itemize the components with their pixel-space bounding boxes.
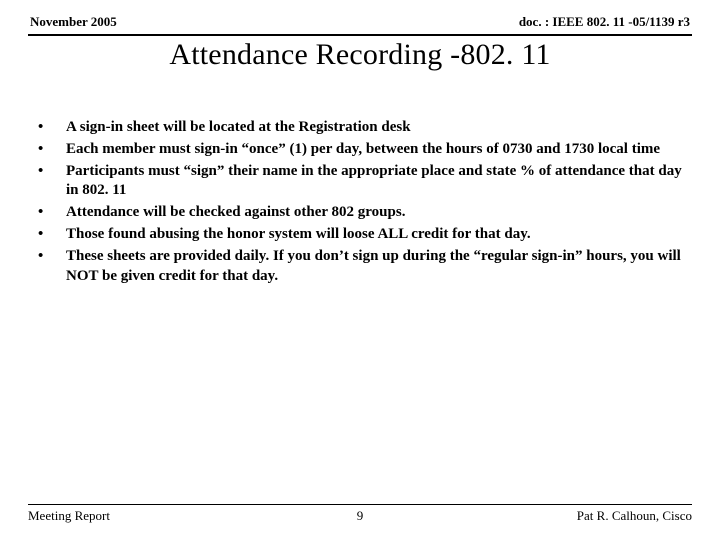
list-item: • A sign-in sheet will be located at the… xyxy=(32,118,684,138)
list-item: • These sheets are provided daily. If yo… xyxy=(32,247,684,287)
slide-title: Attendance Recording -802. 11 xyxy=(28,38,692,72)
footer-page-number: 9 xyxy=(249,508,470,524)
list-item: • Attendance will be checked against oth… xyxy=(32,203,684,223)
bullet-text: Those found abusing the honor system wil… xyxy=(66,225,684,245)
footer-right: Pat R. Calhoun, Cisco xyxy=(471,508,692,524)
footer-rule xyxy=(28,504,692,505)
bullet-icon: • xyxy=(32,247,66,267)
footer: Meeting Report 9 Pat R. Calhoun, Cisco xyxy=(28,504,692,524)
bullet-text: Each member must sign-in “once” (1) per … xyxy=(66,140,684,160)
slide-body: • A sign-in sheet will be located at the… xyxy=(28,118,692,286)
footer-left: Meeting Report xyxy=(28,508,249,524)
bullet-icon: • xyxy=(32,118,66,138)
bullet-text: Attendance will be checked against other… xyxy=(66,203,684,223)
bullet-icon: • xyxy=(32,203,66,223)
bullet-text: Participants must “sign” their name in t… xyxy=(66,162,684,202)
bullet-icon: • xyxy=(32,162,66,182)
list-item: • Each member must sign-in “once” (1) pe… xyxy=(32,140,684,160)
bullet-icon: • xyxy=(32,225,66,245)
header-rule xyxy=(28,34,692,36)
header-doc-ref: doc. : IEEE 802. 11 -05/1139 r3 xyxy=(519,14,690,30)
header-date: November 2005 xyxy=(30,14,117,30)
slide-page: November 2005 doc. : IEEE 802. 11 -05/11… xyxy=(0,0,720,540)
bullet-text: These sheets are provided daily. If you … xyxy=(66,247,684,287)
bullet-icon: • xyxy=(32,140,66,160)
list-item: • Those found abusing the honor system w… xyxy=(32,225,684,245)
list-item: • Participants must “sign” their name in… xyxy=(32,162,684,202)
header-row: November 2005 doc. : IEEE 802. 11 -05/11… xyxy=(28,14,692,32)
bullet-list: • A sign-in sheet will be located at the… xyxy=(32,118,684,286)
bullet-text: A sign-in sheet will be located at the R… xyxy=(66,118,684,138)
footer-row: Meeting Report 9 Pat R. Calhoun, Cisco xyxy=(28,508,692,524)
